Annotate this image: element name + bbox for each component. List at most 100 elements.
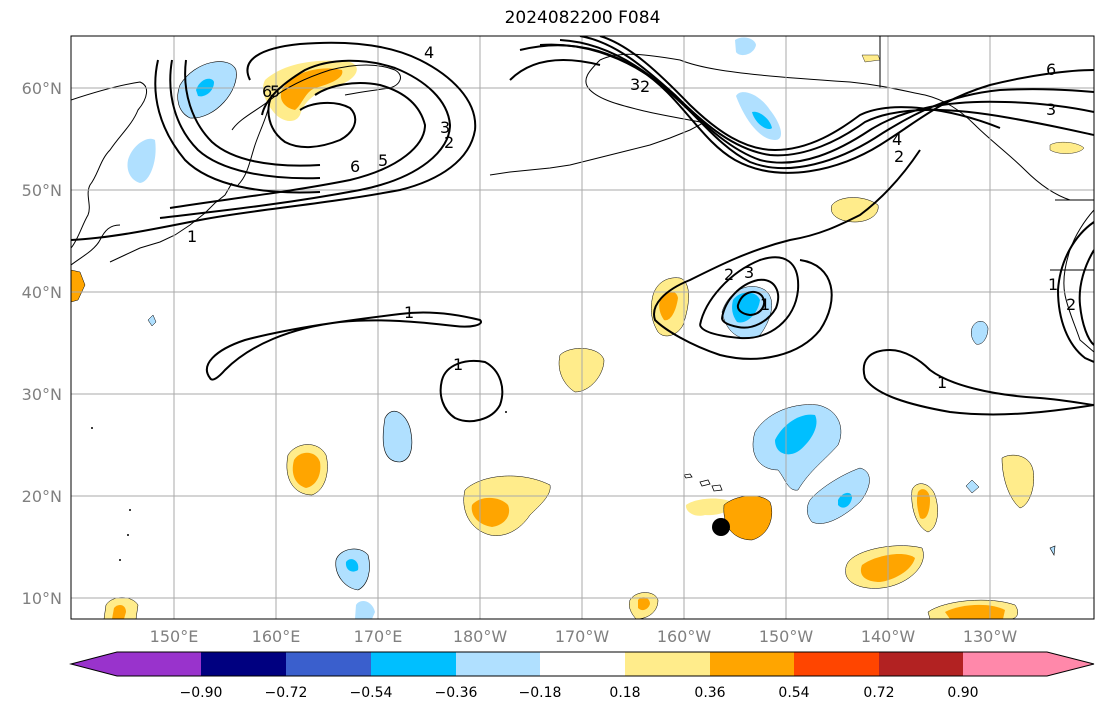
anomaly-region <box>292 452 321 488</box>
colorbar-tick-label: 0.18 <box>609 685 640 701</box>
contour-label: 2 <box>444 133 454 152</box>
colorbar-outline <box>69 651 1095 677</box>
contours <box>71 36 1094 423</box>
contour-label: 1 <box>1048 275 1058 294</box>
anomaly-region <box>1049 141 1085 154</box>
island <box>119 559 121 561</box>
lon-label: 160°E <box>252 627 301 646</box>
lon-label: 160°W <box>657 627 712 646</box>
anomaly-region <box>965 479 980 494</box>
colorbar-tick-label: −0.54 <box>350 685 393 701</box>
island <box>1049 545 1056 556</box>
contour-line <box>1078 249 1094 346</box>
lat-label: 60°N <box>22 79 62 98</box>
contour-label: 3 <box>744 263 754 282</box>
colorbar-segment <box>540 652 625 676</box>
colorbar-tick-label: 0.54 <box>778 685 809 701</box>
lon-label: 150°E <box>150 627 199 646</box>
contour-label: 4 <box>424 43 434 62</box>
coastline-northwest <box>879 36 1094 89</box>
lon-labels: 150°E 160°E 170°E 180°W 170°W 160°W 150°… <box>150 627 1018 646</box>
lat-label: 30°N <box>22 385 62 404</box>
contour-line <box>862 348 1094 416</box>
coastline-japan <box>71 224 121 266</box>
colorbar-segment <box>794 652 879 676</box>
colorbar-segment <box>71 652 117 676</box>
lon-label: 140°W <box>861 627 916 646</box>
colorbar-segment <box>456 652 540 676</box>
storm-position-dot <box>712 518 730 536</box>
colorbar-segment <box>371 652 456 676</box>
contour-label: 1 <box>937 373 947 392</box>
coastline-kamchatka <box>231 64 401 131</box>
contour-label: 6 <box>262 82 272 101</box>
lat-label: 40°N <box>22 283 62 302</box>
contour-label: 1 <box>453 355 463 374</box>
lon-label: 180°W <box>453 627 508 646</box>
contour-label: 3 <box>1046 100 1056 119</box>
lat-label: 20°N <box>22 487 62 506</box>
shaded-anomalies <box>71 37 1085 619</box>
contour-line <box>539 43 1094 170</box>
contour-label: 3 <box>440 118 450 137</box>
contour-line <box>599 36 1001 152</box>
anomaly-region <box>71 269 86 303</box>
anomaly-region <box>838 492 852 508</box>
anomaly-region <box>382 410 413 463</box>
contour-line <box>699 256 800 340</box>
map-title: 2024082200 F084 <box>504 8 661 28</box>
contour-line <box>169 82 427 209</box>
island <box>127 534 129 536</box>
islands <box>91 411 1056 561</box>
colorbar-tick-label: 0.90 <box>947 685 978 701</box>
anomaly-region <box>147 314 157 327</box>
anomaly-region <box>723 495 773 541</box>
anomaly-region <box>127 138 156 183</box>
anomaly-region <box>830 197 879 223</box>
contour-line <box>579 36 1094 157</box>
anomaly-region <box>1001 454 1034 509</box>
island <box>699 479 711 487</box>
contour-line <box>736 290 766 317</box>
contour-line <box>721 278 780 329</box>
colorbar-tick-label: 0.36 <box>694 685 725 701</box>
colorbar-segment <box>1047 652 1094 676</box>
contour-line <box>154 59 321 194</box>
coastline-aleutians <box>489 121 706 176</box>
coastline-kamchatka-south <box>237 99 271 186</box>
anomaly-region <box>685 498 733 516</box>
colorbar-segment <box>625 652 710 676</box>
colorbar-segment <box>286 652 371 676</box>
contour-label: 1 <box>404 303 414 322</box>
colorbar-tick-labels: −0.90 −0.72 −0.54 −0.36 −0.18 0.18 0.36 … <box>180 685 979 701</box>
anomaly-region <box>970 321 989 345</box>
contour-line <box>184 59 321 167</box>
anomaly-region <box>345 559 359 572</box>
colorbar <box>69 651 1095 677</box>
lat-label: 50°N <box>22 181 62 200</box>
anomaly-region <box>775 414 817 455</box>
anomaly-region <box>916 489 930 519</box>
lat-label: 10°N <box>22 589 62 608</box>
island <box>91 427 93 429</box>
contour-label: 2 <box>1066 295 1076 314</box>
coastline-alaska-west <box>585 59 701 123</box>
contour-label: 1 <box>760 295 770 314</box>
anomaly-region <box>471 497 510 527</box>
contour-label: 2 <box>894 147 904 166</box>
contour-line <box>267 94 357 148</box>
anomaly-region <box>112 604 126 619</box>
colorbar-tick-label: −0.90 <box>180 685 223 701</box>
anomaly-region <box>861 54 881 63</box>
contour-label: 4 <box>892 130 902 149</box>
coastline-na-west <box>1063 209 1094 353</box>
anomaly-region <box>355 600 375 619</box>
island <box>711 484 723 492</box>
coastline-asia <box>71 81 147 249</box>
contour-line <box>559 39 1094 164</box>
island <box>683 473 693 479</box>
contour-line <box>1056 221 1094 363</box>
coastline-baja <box>1050 199 1094 271</box>
colorbar-tick-label: 0.72 <box>863 685 894 701</box>
